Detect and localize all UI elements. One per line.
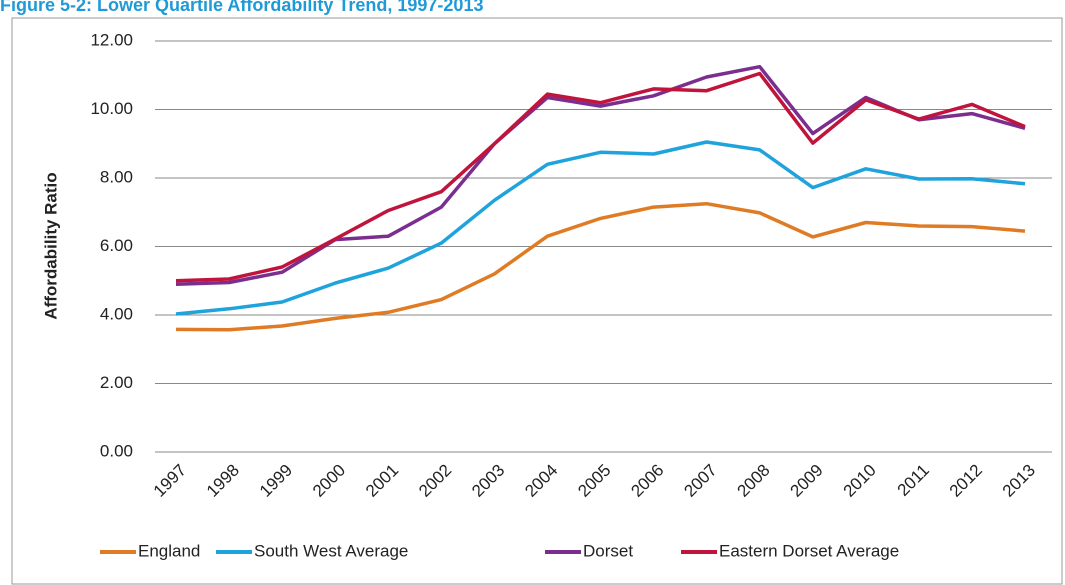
y-tick-label: 2.00	[100, 373, 133, 392]
x-tick-label: 2008	[734, 461, 774, 501]
legend-label: England	[138, 541, 200, 560]
x-tick-label: 2013	[999, 461, 1039, 501]
y-tick-label: 10.00	[90, 99, 133, 118]
chart-title: Figure 5-2: Lower Quartile Affordability…	[0, 0, 483, 15]
y-tick-label: 8.00	[100, 167, 133, 186]
x-tick-label: 1998	[203, 461, 243, 501]
legend-label: Eastern Dorset Average	[719, 541, 899, 560]
y-tick-label: 4.00	[100, 304, 133, 323]
x-tick-label: 2010	[840, 461, 880, 501]
x-tick-label: 2006	[627, 461, 667, 501]
series-line	[175, 71, 1026, 283]
x-tick-label: 2002	[415, 461, 455, 501]
legend-label: South West Average	[254, 541, 408, 560]
y-tick-label: 0.00	[100, 441, 133, 460]
x-tick-label: 2007	[680, 461, 720, 501]
x-tick-label: 2009	[787, 461, 827, 501]
series-line	[175, 201, 1026, 332]
y-tick-label: 6.00	[100, 236, 133, 255]
x-tick-label: 1997	[150, 461, 190, 501]
x-tick-label: 2000	[309, 461, 349, 501]
chart-frame	[11, 17, 1063, 585]
x-tick-label: 2005	[574, 461, 614, 501]
x-tick-label: 2011	[894, 461, 933, 500]
x-tick-label: 2012	[946, 461, 986, 501]
legend-label: Dorset	[583, 541, 633, 560]
x-tick-label: 1999	[256, 461, 296, 501]
y-axis-label: Affordability Ratio	[41, 172, 60, 319]
x-tick-label: 2004	[521, 461, 561, 501]
x-tick-label: 2003	[468, 461, 508, 501]
x-tick-label: 2001	[362, 461, 402, 501]
y-tick-label: 12.00	[90, 30, 133, 49]
series-line	[175, 140, 1026, 316]
